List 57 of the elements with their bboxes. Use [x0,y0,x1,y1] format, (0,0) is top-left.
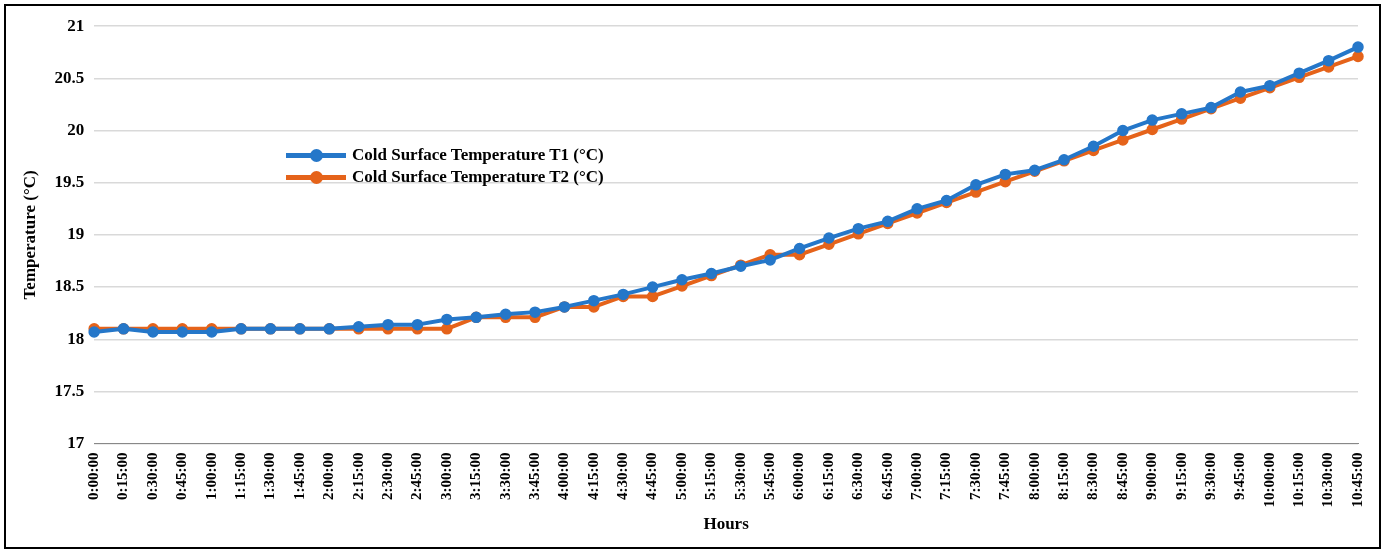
x-tick-label: 5:45:00 [761,452,778,501]
x-tick-label: 0:15:00 [114,452,131,501]
x-tick-label: 3:15:00 [467,452,484,501]
x-tick-label: 2:30:00 [378,452,395,501]
y-tick-label: 18 [67,328,85,348]
y-tick-label: 19.5 [54,172,85,192]
x-tick-label: 2:00:00 [320,452,337,501]
x-tick-label: 5:00:00 [672,452,689,501]
x-tick-label: 6:00:00 [790,452,807,501]
x-tick-label: 6:15:00 [819,452,836,501]
y-tick-label: 19 [67,224,85,244]
x-tick-label: 9:15:00 [1172,452,1189,501]
x-tick-label: 0:45:00 [173,452,190,501]
y-tick-label: 20 [67,119,85,139]
x-tick-label: 0:00:00 [85,452,102,501]
x-tick-label: 1:15:00 [231,452,248,501]
x-tick-label: 9:00:00 [1143,452,1160,501]
x-tick-label: 9:30:00 [1201,452,1218,501]
x-tick-label: 10:00:00 [1260,452,1277,508]
x-tick-label: 10:30:00 [1319,452,1336,508]
x-tick-label: 8:15:00 [1054,452,1071,501]
x-tick-label: 1:45:00 [290,452,307,501]
y-axis-title: Temperature (°C) [19,170,39,300]
x-tick-label: 7:45:00 [996,452,1013,501]
x-tick-label: 3:45:00 [525,452,542,501]
x-tick-label: 4:30:00 [614,452,631,501]
y-tick-label: 18.5 [54,276,85,296]
x-tick-label: 2:45:00 [408,452,425,501]
x-tick-label: 5:30:00 [731,452,748,501]
x-tick-label: 6:30:00 [849,452,866,501]
y-tick-label: 21 [67,15,85,35]
x-tick-label: 7:15:00 [937,452,954,501]
x-tick-label: 8:30:00 [1084,452,1101,501]
x-tick-label: 4:45:00 [643,452,660,501]
x-tick-label: 1:30:00 [261,452,278,501]
y-tick-label: 17 [67,433,85,452]
x-tick-label: 10:15:00 [1290,452,1307,508]
legend-label: Cold Surface Temperature T2 (°C) [352,167,604,187]
x-tick-label: 1:00:00 [202,452,219,501]
x-tick-label: 0:30:00 [143,452,160,501]
x-tick-label: 8:00:00 [1025,452,1042,501]
x-axis-title: Hours [703,514,750,534]
legend-label: Cold Surface Temperature T1 (°C) [352,145,604,165]
x-tick-label: 7:00:00 [908,452,924,501]
x-tick-label: 9:45:00 [1231,452,1248,501]
y-tick-label: 20.5 [54,67,85,87]
x-tick-label: 7:30:00 [966,452,983,501]
x-tick-label: 5:15:00 [702,452,719,501]
x-tick-label: 3:00:00 [437,452,454,501]
x-tick-label: 4:15:00 [584,452,601,501]
x-tick-label: 3:30:00 [496,452,513,501]
x-tick-label: 10:45:00 [1348,452,1365,508]
x-tick-label: 8:45:00 [1113,452,1130,501]
y-tick-label: 17.5 [54,380,85,400]
x-tick-label: 2:15:00 [349,452,366,501]
x-tick-label: 6:45:00 [878,452,895,501]
x-tick-label: 4:00:00 [555,452,572,501]
